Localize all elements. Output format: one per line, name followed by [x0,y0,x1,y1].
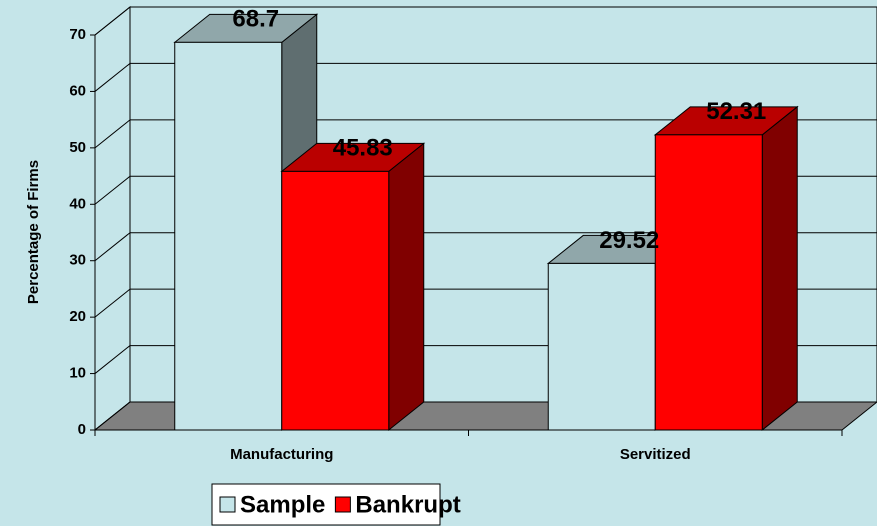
x-tick-label: Servitized [620,446,691,463]
bar-side [388,142,425,432]
legend-swatch [334,496,351,513]
data-label: 45.83 [333,135,393,162]
bar-side [761,105,798,432]
grid-line [94,6,131,36]
y-tick-label: 50 [69,139,86,156]
legend-swatch [219,496,236,513]
y-tick-label: 30 [69,252,86,269]
legend-label: Bankrupt [355,491,460,518]
x-tick-label: Manufacturing [230,446,333,463]
y-tick-label: 0 [78,421,86,438]
y-tick-label: 70 [69,26,86,43]
data-label: 68.7 [232,6,279,33]
bar [281,170,390,431]
grid-line [94,401,131,431]
bar [174,41,283,431]
grid-line [94,288,131,318]
grid-line [94,119,131,149]
data-label: 52.31 [706,98,766,125]
grid-line [94,63,131,92]
side-wall [94,5,131,432]
legend-label: Sample [240,491,325,518]
bar [654,134,763,431]
grid-line [94,175,131,205]
bar [547,262,656,431]
y-tick-label: 20 [69,308,86,325]
grid-line [94,232,131,262]
legend: Sample Bankrupt [211,483,461,526]
y-tick-label: 40 [69,195,86,212]
y-tick-label: 10 [69,365,86,382]
grid-line [94,345,131,374]
data-label: 29.52 [599,227,659,254]
legend-box [211,483,441,526]
y-axis-label: Percentage of Firms [25,160,42,304]
y-tick-label: 60 [69,82,86,99]
